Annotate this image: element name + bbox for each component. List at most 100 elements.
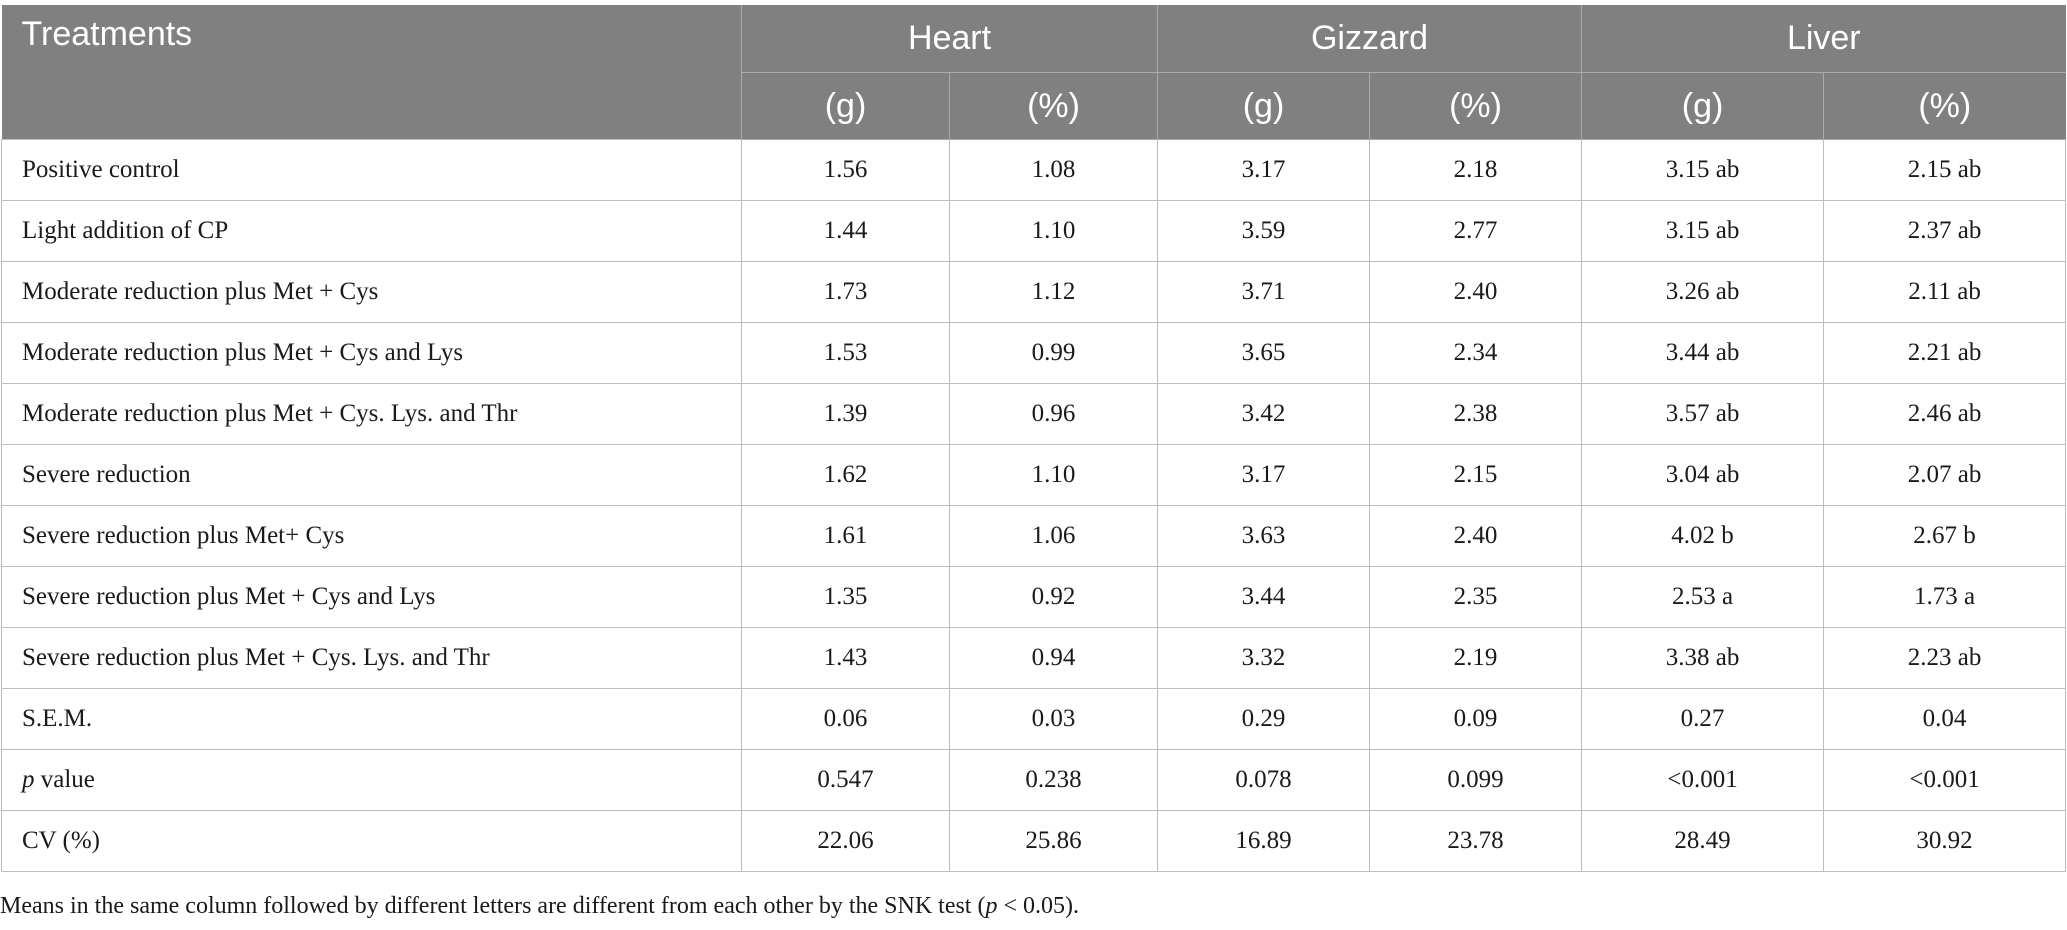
- row-label: Severe reduction plus Met + Cys and Lys: [1, 566, 742, 628]
- table-cell: 0.29: [1157, 688, 1371, 750]
- table-cell: 1.53: [741, 322, 950, 384]
- table-row: Moderate reduction plus Met + Cys 1.73 1.1…: [1, 261, 2067, 323]
- table-cell: 1.62: [741, 444, 950, 506]
- row-label: Moderate reduction plus Met + Cys and Ly…: [1, 322, 742, 384]
- table-cell: 2.46 ab: [1823, 383, 2067, 445]
- header-unit: (%): [1369, 72, 1582, 140]
- table-cell: 1.73: [741, 261, 950, 323]
- table-cell: 3.15 ab: [1581, 139, 1825, 201]
- table-cell: 3.26 ab: [1581, 261, 1825, 323]
- table-cell: 0.94: [948, 627, 1159, 689]
- table-cell: 1.10: [948, 200, 1159, 262]
- table-cell: 0.06: [741, 688, 950, 750]
- table-cell: 3.44 ab: [1581, 322, 1825, 384]
- table-cell: 0.96: [948, 383, 1159, 445]
- table-cell: 2.21 ab: [1823, 322, 2067, 384]
- row-label-text: Positive control: [22, 156, 180, 183]
- table-cell: 1.39: [741, 383, 950, 445]
- table-cell: 3.04 ab: [1581, 444, 1825, 506]
- table-cell: 2.35: [1369, 566, 1583, 628]
- table-cell: 1.73 a: [1823, 566, 2067, 628]
- table-cell: 2.15 ab: [1823, 139, 2067, 201]
- table-row: S.E.M. 0.06 0.03 0.29 0.09 0.27 0.04: [1, 688, 2067, 750]
- table-row: Positive control 1.56 1.08 3.17 2.18 3.15 ab 2…: [1, 139, 2067, 201]
- table-cell: 3.17: [1157, 444, 1371, 506]
- table-cell: 1.08: [948, 139, 1159, 201]
- table-row: p value 0.547 0.238 0.078 0.099 <0.001 <0.001: [1, 749, 2067, 811]
- table-cell: 2.67 b: [1823, 505, 2067, 567]
- table-cell: 3.42: [1157, 383, 1371, 445]
- table-cell: 0.99: [948, 322, 1159, 384]
- table-cell: 22.06: [741, 810, 950, 872]
- table-cell: 25.86: [948, 810, 1159, 872]
- row-label: Severe reduction: [1, 444, 742, 506]
- table-cell: 2.40: [1369, 505, 1583, 567]
- table-row: Moderate reduction plus Met + Cys and Ly…: [1, 322, 2067, 384]
- table-cell: 0.03: [948, 688, 1159, 750]
- table-cell: 3.65: [1157, 322, 1371, 384]
- table-cell: 2.11 ab: [1823, 261, 2067, 323]
- table-cell: 2.18: [1369, 139, 1583, 201]
- table-cell: 1.43: [741, 627, 950, 689]
- table-cell: 3.59: [1157, 200, 1371, 262]
- table-cell: 1.06: [948, 505, 1159, 567]
- table-cell: 1.35: [741, 566, 950, 628]
- table-cell: 0.92: [948, 566, 1159, 628]
- row-label: Positive control: [1, 139, 742, 201]
- table-cell: 1.56: [741, 139, 950, 201]
- table-cell: 28.49: [1581, 810, 1825, 872]
- row-label-text: Severe reduction plus Met+ Cys: [22, 522, 345, 549]
- table-footnote: Means in the same column followed by dif…: [0, 893, 1079, 920]
- header-row-units: (g) (%) (g) (%) (g) (%): [2, 72, 2066, 140]
- table-cell: 3.32: [1157, 627, 1371, 689]
- header-heart: Heart: [740, 5, 1158, 73]
- footnote-p: p: [985, 893, 998, 919]
- row-label: S.E.M.: [1, 688, 742, 750]
- table-cell: 2.34: [1369, 322, 1583, 384]
- table-cell: 16.89: [1157, 810, 1371, 872]
- table-cell: 4.02 b: [1581, 505, 1825, 567]
- table-cell: 0.04: [1823, 688, 2067, 750]
- row-label: CV (%): [1, 810, 742, 872]
- header-liver: Liver: [1581, 5, 2066, 73]
- header-gizzard: Gizzard: [1157, 5, 1582, 73]
- row-label-text: Moderate reduction plus Met + Cys. Lys. …: [22, 400, 518, 427]
- table-cell: 3.71: [1157, 261, 1371, 323]
- table-cell: 2.37 ab: [1823, 200, 2067, 262]
- table-cell: 2.19: [1369, 627, 1583, 689]
- table-cell: 3.44: [1157, 566, 1371, 628]
- table-cell: 0.238: [948, 749, 1159, 811]
- table-cell: 3.15 ab: [1581, 200, 1825, 262]
- table-row: Severe reduction 1.62 1.10 3.17 2.15 3.04 ab 2…: [1, 444, 2067, 506]
- table-cell: 2.07 ab: [1823, 444, 2067, 506]
- row-label: Moderate reduction plus Met + Cys: [1, 261, 742, 323]
- row-label-text: S.E.M.: [22, 705, 93, 732]
- row-label-text: Moderate reduction plus Met + Cys and Ly…: [22, 339, 464, 366]
- table-row: Severe reduction plus Met+ Cys 1.61 1.06 3.…: [1, 505, 2067, 567]
- table-cell: 1.44: [741, 200, 950, 262]
- row-label: Severe reduction plus Met+ Cys: [1, 505, 742, 567]
- table-cell: 2.77: [1369, 200, 1583, 262]
- row-label-text: Severe reduction plus Met + Cys and Lys: [22, 583, 436, 610]
- table-cell: 23.78: [1369, 810, 1583, 872]
- table-cell: 1.61: [741, 505, 950, 567]
- table-cell: <0.001: [1823, 749, 2067, 811]
- row-label-text: Moderate reduction plus Met + Cys: [22, 278, 379, 305]
- row-label: Severe reduction plus Met + Cys. Lys. an…: [1, 627, 742, 689]
- row-label: Light addition of CP: [1, 200, 742, 262]
- table-cell: 1.10: [948, 444, 1159, 506]
- table-row: CV (%) 22.06 25.86 16.89 23.78 28.49 30.92: [1, 810, 2067, 872]
- table-cell: 3.57 ab: [1581, 383, 1825, 445]
- row-label-text: Severe reduction plus Met + Cys. Lys. an…: [22, 644, 490, 671]
- table-row: Moderate reduction plus Met + Cys. Lys. …: [1, 383, 2067, 445]
- row-label-italic: p: [22, 766, 35, 793]
- header-unit: (%): [948, 72, 1158, 140]
- header-unit: (g): [741, 72, 950, 140]
- row-label: Moderate reduction plus Met + Cys. Lys. …: [1, 383, 742, 445]
- table-row: Severe reduction plus Met + Cys. Lys. an…: [1, 627, 2067, 689]
- table-cell: 2.23 ab: [1823, 627, 2067, 689]
- header-unit: (%): [1823, 72, 2066, 140]
- table-cell: 1.12: [948, 261, 1159, 323]
- row-label: p value: [1, 749, 742, 811]
- table-cell: 2.15: [1369, 444, 1583, 506]
